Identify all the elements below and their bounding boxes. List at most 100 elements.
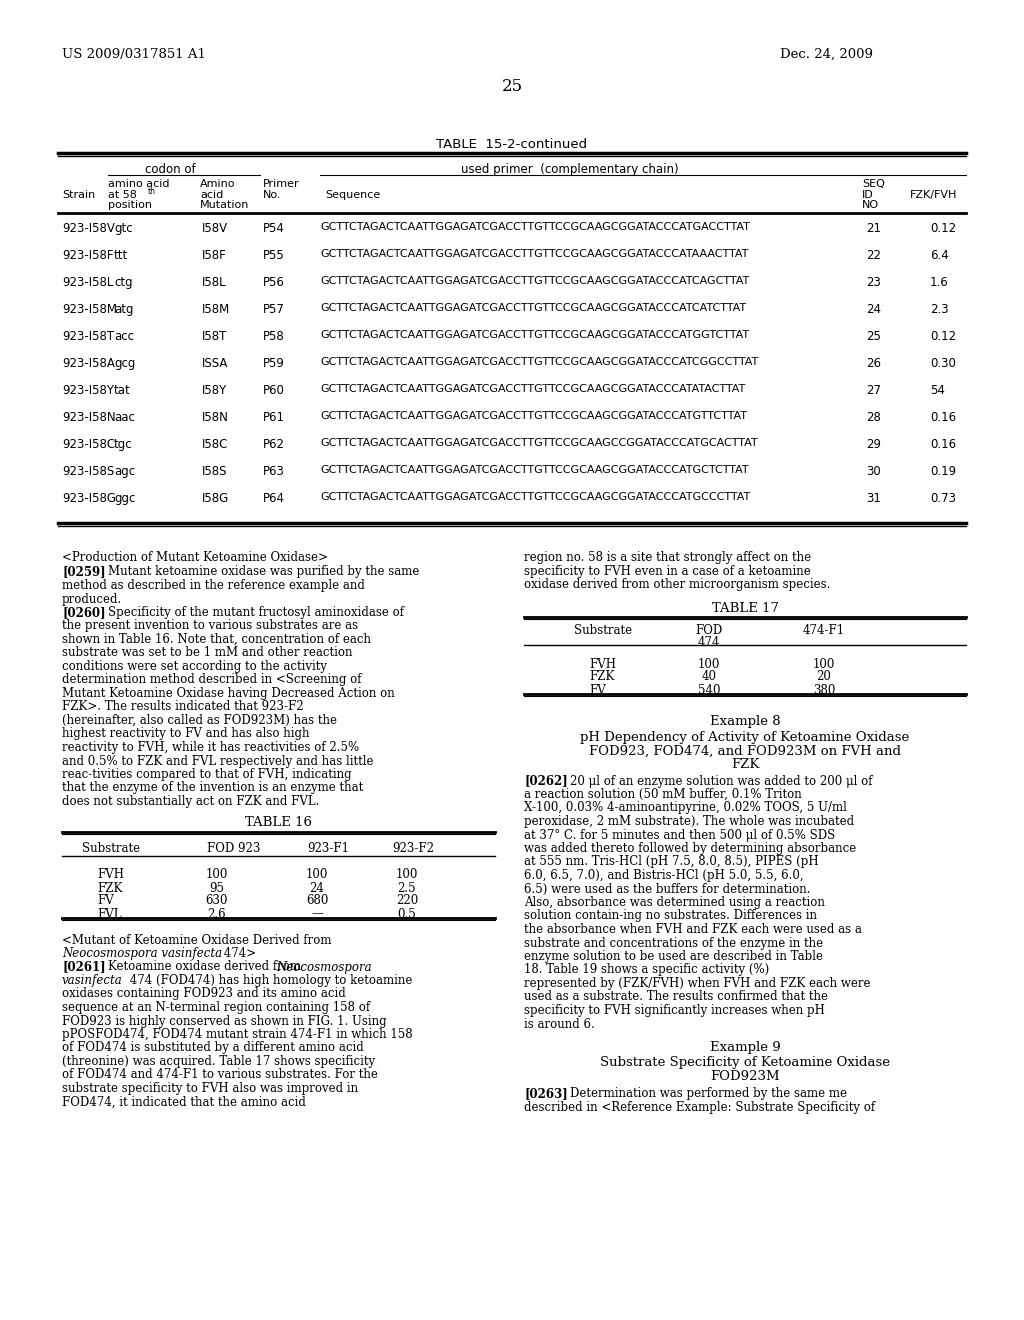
Text: Ketoamine oxidase derived from: Ketoamine oxidase derived from bbox=[108, 961, 301, 974]
Text: position: position bbox=[108, 201, 152, 210]
Text: produced.: produced. bbox=[62, 593, 122, 606]
Text: 923-F1: 923-F1 bbox=[307, 842, 349, 854]
Text: 923-I58N: 923-I58N bbox=[62, 411, 116, 424]
Text: 29: 29 bbox=[866, 438, 881, 451]
Text: FZK>. The results indicated that 923-F2: FZK>. The results indicated that 923-F2 bbox=[62, 701, 304, 714]
Text: I58G: I58G bbox=[202, 492, 229, 506]
Text: 20 μl of an enzyme solution was added to 200 μl of: 20 μl of an enzyme solution was added to… bbox=[570, 775, 872, 788]
Text: 923-I58F: 923-I58F bbox=[62, 249, 114, 261]
Text: 680: 680 bbox=[306, 895, 328, 908]
Text: 6.5) were used as the buffers for determination.: 6.5) were used as the buffers for determ… bbox=[524, 883, 811, 895]
Text: 20: 20 bbox=[816, 671, 831, 684]
Text: NO: NO bbox=[862, 201, 880, 210]
Text: 474: 474 bbox=[697, 636, 720, 649]
Text: the present invention to various substrates are as: the present invention to various substra… bbox=[62, 619, 358, 632]
Text: pH Dependency of Activity of Ketoamine Oxidase: pH Dependency of Activity of Ketoamine O… bbox=[581, 730, 909, 743]
Text: FZK: FZK bbox=[589, 671, 614, 684]
Text: Sequence: Sequence bbox=[325, 190, 380, 201]
Text: Mutant ketoamine oxidase was purified by the same: Mutant ketoamine oxidase was purified by… bbox=[108, 565, 420, 578]
Text: reactivity to FVH, while it has reactivities of 2.5%: reactivity to FVH, while it has reactivi… bbox=[62, 741, 359, 754]
Text: aac: aac bbox=[114, 411, 135, 424]
Text: 6.0, 6.5, 7.0), and Bistris-HCl (pH 5.0, 5.5, 6.0,: 6.0, 6.5, 7.0), and Bistris-HCl (pH 5.0,… bbox=[524, 869, 804, 882]
Text: ctg: ctg bbox=[114, 276, 133, 289]
Text: gtc: gtc bbox=[114, 222, 133, 235]
Text: was added thereto followed by determining absorbance: was added thereto followed by determinin… bbox=[524, 842, 856, 855]
Text: [0263]: [0263] bbox=[524, 1086, 567, 1100]
Text: I58S: I58S bbox=[202, 465, 227, 478]
Text: 24: 24 bbox=[866, 304, 881, 315]
Text: X-100, 0.03% 4-aminoantipyrine, 0.02% TOOS, 5 U/ml: X-100, 0.03% 4-aminoantipyrine, 0.02% TO… bbox=[524, 801, 847, 814]
Text: 923-I58M: 923-I58M bbox=[62, 304, 117, 315]
Text: amino acid: amino acid bbox=[108, 180, 170, 189]
Text: Specificity of the mutant fructosyl aminoxidase of: Specificity of the mutant fructosyl amin… bbox=[108, 606, 404, 619]
Text: used primer  (complementary chain): used primer (complementary chain) bbox=[461, 162, 679, 176]
Text: FZK/FVH: FZK/FVH bbox=[910, 190, 957, 201]
Text: P64: P64 bbox=[263, 492, 285, 506]
Text: tat: tat bbox=[114, 384, 131, 397]
Text: of FOD474 is substituted by a different amino acid: of FOD474 is substituted by a different … bbox=[62, 1041, 364, 1055]
Text: [0260]: [0260] bbox=[62, 606, 105, 619]
Text: at 58: at 58 bbox=[108, 190, 137, 201]
Text: acid: acid bbox=[200, 190, 223, 201]
Text: 923-F2: 923-F2 bbox=[392, 842, 434, 854]
Text: I58M: I58M bbox=[202, 304, 230, 315]
Text: TABLE 17: TABLE 17 bbox=[712, 602, 778, 615]
Text: 630: 630 bbox=[206, 895, 228, 908]
Text: I58V: I58V bbox=[202, 222, 228, 235]
Text: FVH: FVH bbox=[589, 657, 616, 671]
Text: vasinfecta: vasinfecta bbox=[62, 974, 123, 987]
Text: pPOSFOD474, FOD474 mutant strain 474-F1 in which 158: pPOSFOD474, FOD474 mutant strain 474-F1 … bbox=[62, 1028, 413, 1041]
Text: GCTTCTAGACTCAATTGGAGATCGACCTTGTTCCGCAAGCGGATACCCATATACTTAT: GCTTCTAGACTCAATTGGAGATCGACCTTGTTCCGCAAGC… bbox=[319, 384, 745, 393]
Text: [0259]: [0259] bbox=[62, 565, 105, 578]
Text: P62: P62 bbox=[263, 438, 285, 451]
Text: shown in Table 16. Note that, concentration of each: shown in Table 16. Note that, concentrat… bbox=[62, 634, 371, 645]
Text: is around 6.: is around 6. bbox=[524, 1018, 595, 1031]
Text: 95: 95 bbox=[210, 882, 224, 895]
Text: GCTTCTAGACTCAATTGGAGATCGACCTTGTTCCGCAAGCGGATACCCATCATCTTAT: GCTTCTAGACTCAATTGGAGATCGACCTTGTTCCGCAAGC… bbox=[319, 304, 746, 313]
Text: 0.5: 0.5 bbox=[397, 908, 417, 920]
Text: the absorbance when FVH and FZK each were used as a: the absorbance when FVH and FZK each wer… bbox=[524, 923, 862, 936]
Text: and 0.5% to FZK and FVL respectively and has little: and 0.5% to FZK and FVL respectively and… bbox=[62, 755, 374, 767]
Text: 0.12: 0.12 bbox=[930, 330, 956, 343]
Text: tgc: tgc bbox=[114, 438, 133, 451]
Text: 474>: 474> bbox=[220, 946, 256, 960]
Text: highest reactivity to FV and has also high: highest reactivity to FV and has also hi… bbox=[62, 727, 309, 741]
Text: <Production of Mutant Ketoamine Oxidase>: <Production of Mutant Ketoamine Oxidase> bbox=[62, 550, 328, 564]
Text: FOD923, FOD474, and FOD923M on FVH and: FOD923, FOD474, and FOD923M on FVH and bbox=[589, 744, 901, 758]
Text: peroxidase, 2 mM substrate). The whole was incubated: peroxidase, 2 mM substrate). The whole w… bbox=[524, 814, 854, 828]
Text: GCTTCTAGACTCAATTGGAGATCGACCTTGTTCCGCAAGCGGATACCCATAAACTTAT: GCTTCTAGACTCAATTGGAGATCGACCTTGTTCCGCAAGC… bbox=[319, 249, 749, 259]
Text: P56: P56 bbox=[263, 276, 285, 289]
Text: ttt: ttt bbox=[114, 249, 128, 261]
Text: Primer: Primer bbox=[263, 180, 300, 189]
Text: 18. Table 19 shows a specific activity (%): 18. Table 19 shows a specific activity (… bbox=[524, 964, 769, 977]
Text: 2.6: 2.6 bbox=[208, 908, 226, 920]
Text: I58F: I58F bbox=[202, 249, 226, 261]
Text: at 555 nm. Tris-HCl (pH 7.5, 8.0, 8.5), PIPES (pH: at 555 nm. Tris-HCl (pH 7.5, 8.0, 8.5), … bbox=[524, 855, 818, 869]
Text: reac-tivities compared to that of FVH, indicating: reac-tivities compared to that of FVH, i… bbox=[62, 768, 351, 781]
Text: 100: 100 bbox=[697, 657, 720, 671]
Text: <Mutant of Ketoamine Oxidase Derived from: <Mutant of Ketoamine Oxidase Derived fro… bbox=[62, 933, 335, 946]
Text: P60: P60 bbox=[263, 384, 285, 397]
Text: FOD 923: FOD 923 bbox=[207, 842, 260, 854]
Text: I58T: I58T bbox=[202, 330, 227, 343]
Text: 30: 30 bbox=[866, 465, 881, 478]
Text: I58Y: I58Y bbox=[202, 384, 227, 397]
Text: Also, absorbance was determined using a reaction: Also, absorbance was determined using a … bbox=[524, 896, 825, 909]
Text: 100: 100 bbox=[306, 869, 328, 882]
Text: 54: 54 bbox=[930, 384, 945, 397]
Text: No.: No. bbox=[263, 190, 282, 201]
Text: determination method described in <Screening of: determination method described in <Scree… bbox=[62, 673, 361, 686]
Text: FV: FV bbox=[589, 684, 606, 697]
Text: that the enzyme of the invention is an enzyme that: that the enzyme of the invention is an e… bbox=[62, 781, 364, 795]
Text: Amino: Amino bbox=[200, 180, 236, 189]
Text: 923-I58S: 923-I58S bbox=[62, 465, 115, 478]
Text: a reaction solution (50 mM buffer, 0.1% Triton: a reaction solution (50 mM buffer, 0.1% … bbox=[524, 788, 802, 801]
Text: oxidases containing FOD923 and its amino acid: oxidases containing FOD923 and its amino… bbox=[62, 987, 346, 1001]
Text: Neocosmospora: Neocosmospora bbox=[276, 961, 372, 974]
Text: 923-I58T: 923-I58T bbox=[62, 330, 114, 343]
Text: I58N: I58N bbox=[202, 411, 229, 424]
Text: 923-I58A: 923-I58A bbox=[62, 356, 115, 370]
Text: 923-I58V: 923-I58V bbox=[62, 222, 115, 235]
Text: P58: P58 bbox=[263, 330, 285, 343]
Text: 2.5: 2.5 bbox=[397, 882, 417, 895]
